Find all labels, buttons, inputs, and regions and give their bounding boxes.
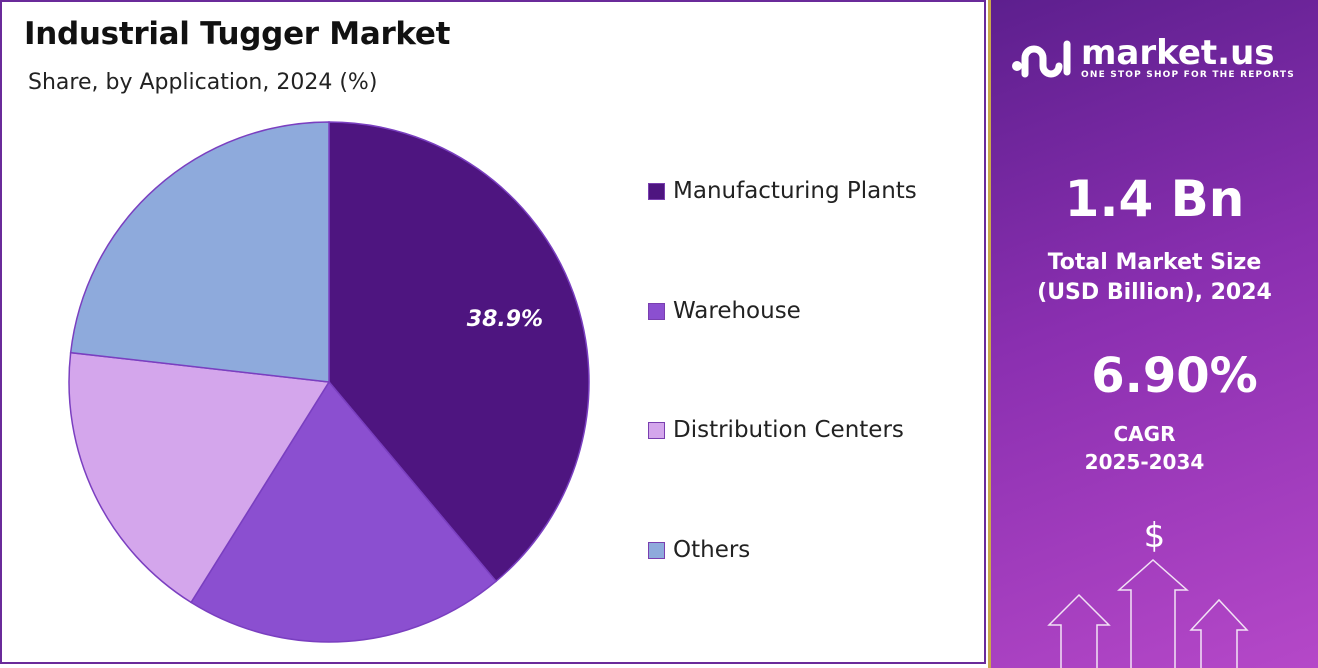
brand-tagline: ONE STOP SHOP FOR THE REPORTS <box>1081 70 1295 80</box>
legend-swatch <box>648 541 665 559</box>
chart-subtitle: Share, by Application, 2024 (%) <box>28 70 378 95</box>
legend-item-distribution: Distribution Centers <box>648 417 904 443</box>
cagr-period: 2025-2034 <box>1084 450 1205 474</box>
legend-label: Distribution Centers <box>673 417 904 443</box>
pie-slice-warehouse <box>190 380 498 643</box>
market-size-label-2: (USD Billion), 2024 <box>1037 280 1272 305</box>
chart-title: Industrial Tugger Market <box>24 16 451 52</box>
cagr-value: 6.90% <box>1091 348 1258 404</box>
legend-label: Warehouse <box>673 298 801 324</box>
chart-area: Industrial Tugger Market Share, by Appli… <box>0 0 986 664</box>
legend-item-warehouse: Warehouse <box>648 298 801 324</box>
pie-slice-manufacturing-plants <box>328 121 590 583</box>
market-size-value: 1.4 Bn <box>1064 170 1245 228</box>
market-us-logo-icon <box>1012 40 1071 78</box>
logo: market.us ONE STOP SHOP FOR THE REPORTS <box>1011 36 1295 80</box>
data-label: 38.9% <box>467 307 543 332</box>
brand-name: market.us <box>1081 33 1275 73</box>
legend-label: Manufacturing Plants <box>673 178 917 204</box>
legend-item-others: Others <box>648 537 750 563</box>
legend-swatch <box>648 421 665 439</box>
dollar-icon: $ <box>1143 516 1166 556</box>
legend-swatch <box>648 182 665 200</box>
pie-slice-others <box>69 121 330 383</box>
summary-panel: market.us ONE STOP SHOP FOR THE REPORTS … <box>988 0 1318 668</box>
growth-arrows-icon <box>1047 558 1249 668</box>
pie-chart: 38.9% <box>68 121 590 643</box>
pie-slice-distribution-centers <box>68 351 331 604</box>
market-size-label: Total Market Size <box>1047 250 1262 275</box>
legend-swatch <box>648 302 665 320</box>
legend-item-manufacturing: Manufacturing Plants <box>648 178 917 204</box>
cagr-label: CAGR <box>1113 422 1176 446</box>
legend-label: Others <box>673 537 751 563</box>
